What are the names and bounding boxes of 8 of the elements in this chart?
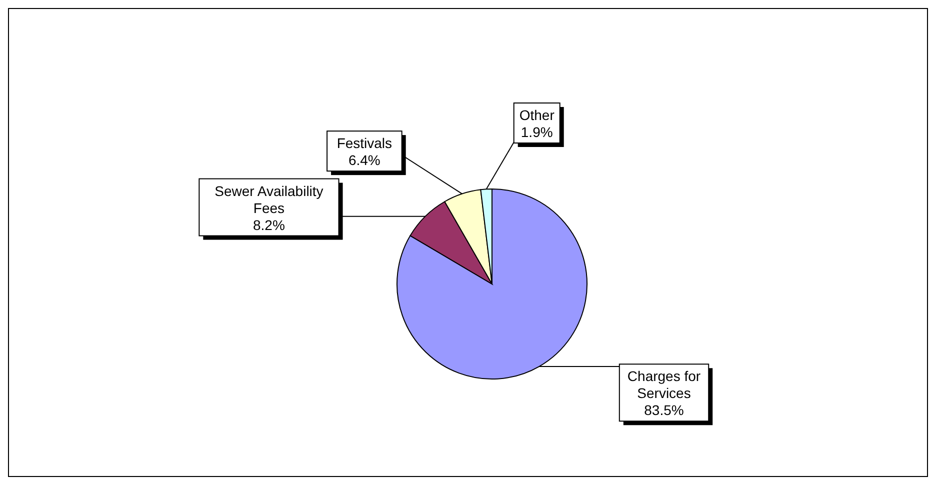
slice-label: Sewer Availability Fees	[214, 182, 324, 216]
data-label: 8.2%	[253, 216, 285, 233]
slice-label: Charges for Services	[627, 368, 701, 402]
slice-label: Other	[519, 106, 555, 123]
data-label: 1.9%	[520, 124, 553, 140]
slice-label: Festivals	[336, 135, 392, 152]
data-label: 83.5%	[644, 402, 684, 418]
data-label: 6.4%	[348, 152, 380, 168]
